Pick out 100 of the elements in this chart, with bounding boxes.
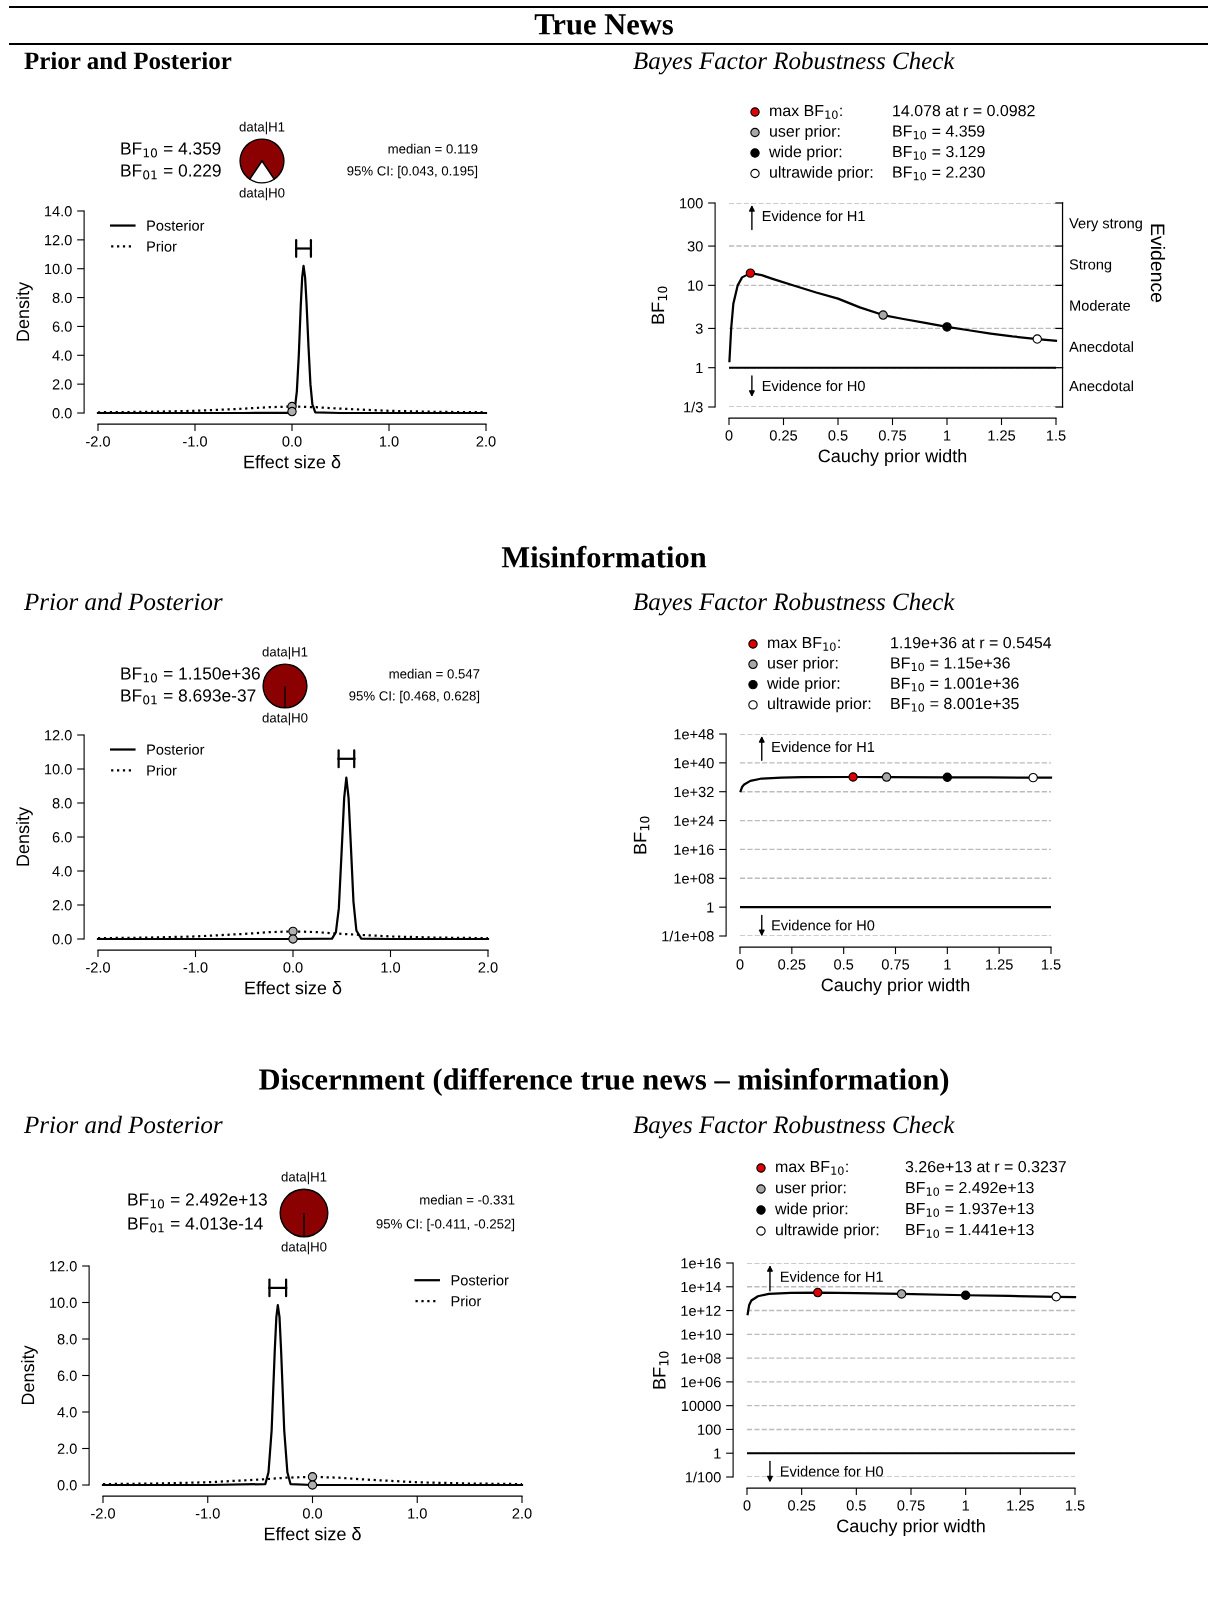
point	[1032, 334, 1042, 344]
x-tick-label: -2.0	[86, 962, 110, 973]
x-tick-label: 0.25	[778, 959, 806, 970]
x-axis-title: Effect size δ	[244, 455, 341, 469]
y-tick-label: 1e+48	[674, 729, 714, 740]
x-tick-label: 0	[725, 430, 733, 441]
x-tick-label: 1.5	[1065, 1500, 1085, 1511]
x-axis-title: Effect size δ	[245, 981, 342, 995]
y-tick-label: 6.0	[57, 1370, 77, 1381]
y-tick-label: 0.0	[52, 408, 72, 419]
y2-axis-title: Evidence	[1150, 224, 1166, 303]
text: 95% CI: [0.043, 0.195]	[347, 165, 478, 179]
text: Moderate	[1070, 300, 1131, 311]
y-tick-label: 8.0	[52, 798, 72, 809]
text: BF$_{10}$ = 1.441e+13	[906, 1223, 1034, 1238]
y-tick-label: 1/3	[684, 401, 703, 413]
text: BF$_{10}$ = 1.15e+36	[891, 657, 1010, 672]
y-tick-label: 4.0	[57, 1407, 77, 1418]
y-tick-label: 1e+12	[681, 1305, 721, 1316]
legend-label: Posterior	[147, 744, 205, 755]
legend-label: Prior	[147, 764, 177, 776]
x-tick-label: 1.25	[1007, 1500, 1034, 1511]
x-tick-label: 2.0	[512, 1508, 532, 1519]
y-tick-label: 10.0	[50, 1297, 77, 1308]
y-tick-label: 4.0	[52, 350, 72, 361]
x-tick-label: 0.25	[769, 430, 798, 441]
pie-slice	[239, 138, 285, 180]
legend-label: ultrawide prior:	[770, 166, 873, 181]
y-tick-label: 0.0	[52, 934, 72, 945]
x-tick-label: 0.5	[846, 1500, 866, 1511]
text: median = 0.119	[388, 143, 478, 154]
x-tick-label: 1	[944, 430, 951, 441]
y-tick-label: 1e+16	[681, 1258, 721, 1269]
legend-label: user prior:	[768, 656, 838, 672]
x-tick-label: 1.25	[986, 959, 1013, 970]
slice-label: data|H0	[239, 187, 285, 201]
x-tick-label: -2.0	[91, 1508, 115, 1519]
legend-label: wide prior:	[766, 677, 840, 693]
text: Misinformation	[501, 545, 707, 568]
x-tick-label: 0	[743, 1500, 751, 1511]
chart-title: Bayes Factor Robustness Check	[633, 51, 955, 75]
text: BF$_{10}$ = 4.359	[121, 142, 221, 158]
y-tick-label: 100	[680, 198, 703, 209]
text: 95% CI: [0.468, 0.628]	[349, 690, 480, 704]
legend-label: user prior:	[770, 125, 840, 140]
y-tick-label: 1e+06	[681, 1376, 721, 1388]
text: BF$_{10}$ = 3.129	[893, 145, 985, 160]
y-tick-label: 6.0	[52, 832, 72, 843]
annotation: Evidence for H1	[762, 210, 865, 222]
slice-label: data|H1	[239, 121, 285, 135]
text: BF$_{01}$ = 8.693e-37	[121, 689, 256, 705]
text: median = -0.331	[420, 1194, 515, 1205]
y-tick-label: 12.0	[45, 234, 72, 246]
chart-title: Bayes Factor Robustness Check	[633, 592, 955, 616]
slice-label: data|H1	[281, 1171, 327, 1185]
y-axis-title: Density	[15, 281, 33, 341]
legend-label: Posterior	[147, 220, 205, 231]
legend-label: data|H0	[262, 712, 308, 726]
x-tick-label: 0	[736, 959, 744, 970]
y-tick-label: 3	[695, 323, 703, 334]
chart-title: Prior and Posterior	[24, 51, 232, 70]
text: Discernment (difference true news – misinformation)	[259, 1067, 949, 1097]
y-tick-label: 2.0	[52, 900, 72, 911]
x-tick-label: 1.0	[379, 436, 399, 447]
legend-label: wide prior:	[768, 145, 842, 161]
legend-label: data|H0	[281, 1241, 327, 1255]
y-tick-label: 12.0	[50, 1261, 77, 1272]
x-tick-label: 0.75	[878, 430, 907, 441]
text: BF$_{01}$ = 4.013e-14	[128, 1217, 263, 1233]
y-tick-label: 2.0	[57, 1443, 77, 1454]
x-tick-label: 2.0	[476, 436, 496, 447]
x-tick-label: 1	[962, 1500, 970, 1511]
x-tick-label: 1.5	[1041, 959, 1061, 970]
legend-label: max BF$_{10}$:	[770, 105, 842, 119]
annotation: Evidence for H0	[772, 919, 875, 931]
text: Very strong	[1069, 218, 1142, 232]
x-tick-label: 0.75	[897, 1500, 925, 1511]
x-tick-label: -2.0	[86, 436, 110, 447]
x-tick-label: -1.0	[183, 436, 207, 447]
y-tick-label: 0.0	[57, 1480, 77, 1491]
text: BF$_{01}$ = 0.229	[121, 164, 221, 180]
y-tick-label: 1	[696, 362, 703, 373]
x-axis-title: Cauchy prior width	[818, 449, 967, 466]
text: 1.19e+36 at r = 0.5454	[891, 636, 1052, 649]
point	[878, 310, 888, 320]
x-tick-label: 1.5	[1046, 430, 1066, 441]
text: BF$_{10}$ = 4.359	[893, 125, 985, 140]
y-tick-label: 1e+10	[681, 1329, 721, 1340]
y-tick-label: 10.0	[45, 263, 72, 275]
y-tick-label: 1	[707, 902, 714, 913]
y-tick-label: 10	[688, 280, 703, 291]
legend-label: user prior:	[776, 1181, 846, 1197]
point	[745, 268, 756, 278]
text: BF$_{10}$ = 8.001e+35	[891, 697, 1019, 712]
y-axis-title: BF$_{10}$	[653, 1351, 669, 1389]
text: 95% CI: [-0.411, -0.252]	[376, 1218, 515, 1232]
legend-label: Posterior	[451, 1274, 509, 1286]
text: BF$_{10}$ = 1.001e+36	[891, 677, 1019, 692]
x-tick-label: 1	[944, 959, 951, 970]
x-tick-label: -1.0	[183, 962, 208, 973]
